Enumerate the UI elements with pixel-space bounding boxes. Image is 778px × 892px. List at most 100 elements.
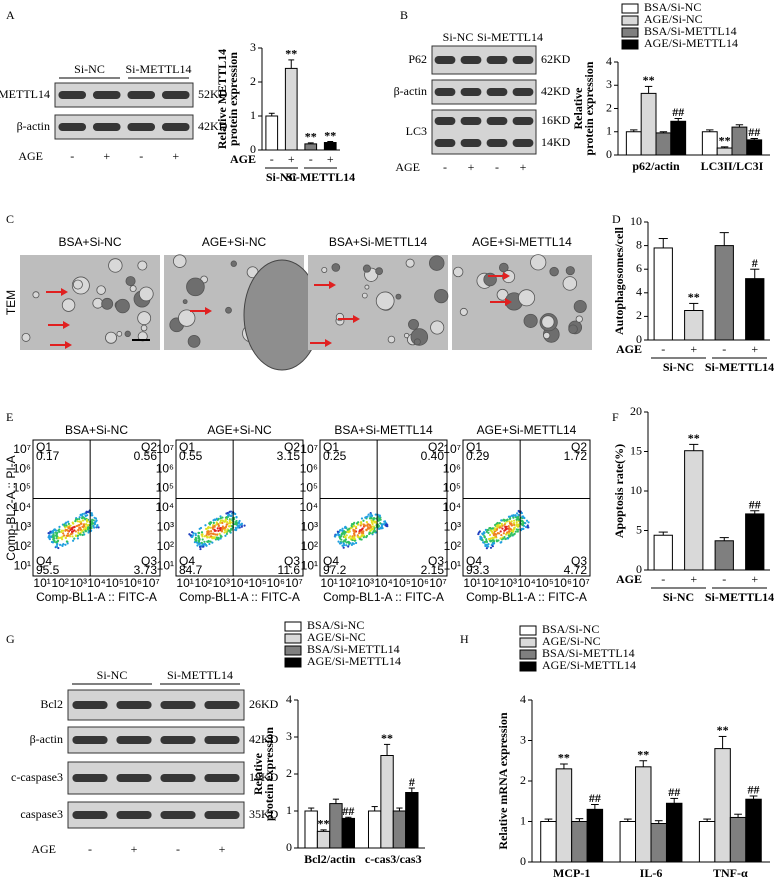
tem-organelle [429, 255, 445, 271]
flow-event [481, 533, 484, 536]
flow-x-tick: 10⁶ [554, 576, 572, 590]
flow-event [214, 533, 217, 536]
tem-arrow-head [353, 315, 360, 323]
flow-event [213, 518, 216, 521]
flow-event [195, 541, 199, 544]
flow-y-tick: 10⁶ [156, 461, 174, 475]
flow-event [363, 524, 366, 527]
blot-row-label: METTL14 [0, 87, 50, 101]
age-sign: - [661, 342, 665, 356]
flow-event [57, 546, 60, 550]
y-tick-label: 0 [636, 332, 642, 346]
flow-event [72, 522, 75, 525]
flow-event [69, 533, 73, 536]
flow-event [229, 514, 232, 517]
flow-event [198, 538, 201, 542]
flow-event [365, 536, 368, 539]
legend-label: BSA/Si-NC [542, 622, 599, 636]
y-tick-label: 1 [606, 124, 612, 138]
flow-event [201, 538, 204, 541]
tem-organelle [387, 335, 396, 344]
flow-event [198, 543, 201, 546]
flow-event [61, 529, 65, 532]
y-tick-label: 20 [630, 404, 642, 418]
flow-event [217, 536, 220, 539]
significance-mark: ## [668, 785, 680, 799]
significance-mark: ** [324, 128, 336, 142]
bar [714, 748, 731, 863]
flow-event [493, 527, 496, 530]
bar [731, 126, 748, 156]
blot-group-label: Si-NC [74, 62, 105, 76]
flow-event [503, 529, 506, 532]
flow-y-tick: 10¹ [14, 558, 31, 572]
flow-event [230, 527, 233, 530]
age-sign: + [751, 342, 758, 356]
flow-event [205, 527, 208, 530]
flow-event [49, 532, 52, 535]
bar [745, 513, 765, 571]
flow-event [347, 536, 351, 539]
flow-event [221, 521, 224, 525]
flow-event [215, 521, 218, 524]
tem-organelle [321, 266, 328, 273]
tem-organelle [96, 285, 106, 295]
flow-event [240, 522, 244, 525]
flow-event [194, 538, 197, 541]
legend-label: BSA/Si-METTL14 [644, 24, 737, 38]
blot-band [434, 139, 456, 147]
flow-event [495, 540, 499, 543]
flow-event [479, 535, 482, 538]
flow-event [53, 528, 57, 531]
flow-event [362, 530, 365, 533]
blot-band [486, 56, 508, 64]
tem-arrow-head [61, 288, 68, 296]
blot-band [72, 774, 108, 782]
flow-event [516, 530, 519, 533]
flow-event [362, 531, 365, 535]
flow-event [49, 530, 52, 533]
tem-arrow-head [63, 321, 70, 329]
blot-band [460, 117, 482, 125]
flow-event [85, 518, 89, 522]
flow-event [372, 525, 375, 528]
flow-event [499, 537, 502, 540]
blot-group-label: Si-NC [443, 30, 474, 44]
flow-event [358, 530, 361, 533]
quadrant-value: 0.55 [179, 449, 203, 463]
flow-event [235, 516, 238, 519]
flow-event [48, 538, 51, 541]
flow-event [355, 525, 358, 528]
flow-event [70, 527, 73, 530]
blot-band [160, 736, 196, 744]
flow-event [206, 531, 210, 534]
flow-event [500, 540, 503, 544]
tem-title: AGE+Si-METTL14 [472, 235, 572, 249]
flow-event [62, 523, 66, 526]
bar [619, 821, 637, 863]
flow-event [213, 528, 216, 531]
bar [625, 131, 642, 156]
flow-event [61, 544, 64, 547]
flow-event [86, 514, 89, 517]
flow-event [214, 538, 217, 541]
flow-event [51, 535, 54, 538]
flow-event [211, 537, 214, 540]
flow-event [368, 517, 372, 520]
age-sign: - [70, 149, 74, 163]
group-label: Si-NC [663, 590, 694, 604]
tem-organelle [361, 292, 368, 299]
flow-event [218, 532, 221, 535]
flow-y-tick: 10⁴ [12, 500, 31, 514]
flow-event [196, 544, 199, 547]
y-tick-label: 1 [286, 803, 292, 817]
blot-row-label: caspase3 [20, 807, 63, 821]
tem-organelle [187, 335, 201, 348]
flow-event [487, 543, 490, 546]
flow-event [199, 526, 203, 530]
flow-event [386, 523, 389, 526]
flow-event [67, 529, 70, 533]
legend-swatch [519, 637, 537, 648]
flow-x-tick: 10⁴ [374, 576, 393, 590]
flow-event [190, 535, 194, 538]
